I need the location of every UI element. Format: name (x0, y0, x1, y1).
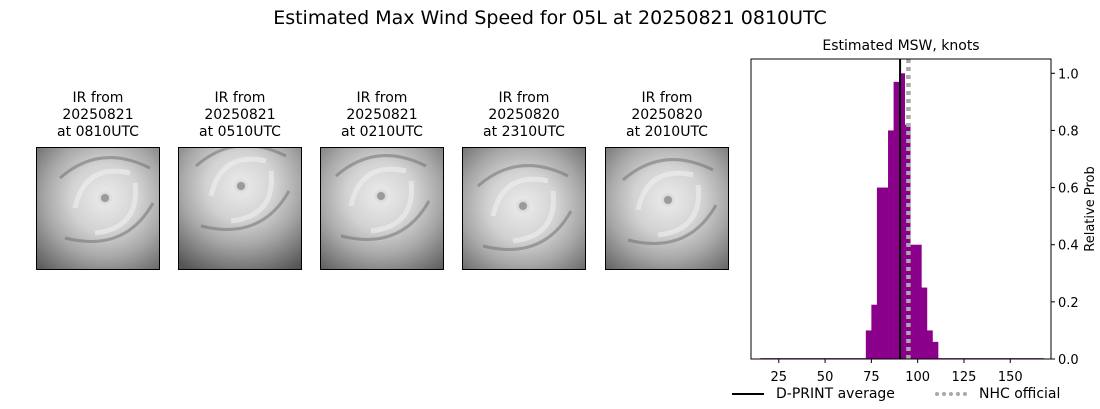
ir-panel-title-line: at 2310UTC (483, 124, 565, 140)
x-tick-label: 75 (863, 370, 880, 385)
histogram-bar (921, 287, 928, 359)
ir-panel-title-line: IR from (72, 90, 124, 106)
ir-panel-title-line: 20250821 (346, 107, 418, 123)
ir-panel-title-line: IR from (498, 90, 550, 106)
legend-swatch-solid-line (732, 393, 764, 395)
ir-panel-title-line: at 0810UTC (57, 124, 139, 140)
y-tick-label: 0.4 (1058, 239, 1079, 254)
y-tick-label: 0.2 (1058, 296, 1079, 311)
ir-panel-title: IR from 20250820 at 2010UTC (597, 90, 737, 141)
ir-panel-title-line: IR from (214, 90, 266, 106)
ir-panel-title-line: 20250820 (488, 107, 560, 123)
y-tick-label: 0.6 (1058, 182, 1079, 197)
histogram-bar (888, 130, 894, 359)
x-tick-label: 25 (771, 370, 788, 385)
satellite-ir-image (178, 147, 302, 270)
histogram-bar (899, 73, 906, 360)
histogram-bar (932, 341, 939, 359)
legend-label-nhc: NHC official (979, 386, 1061, 402)
legend-swatch-dotted-line (935, 392, 967, 396)
satellite-ir-image (320, 147, 444, 270)
ir-panel-title: IR from 20250821 at 0510UTC (170, 90, 310, 141)
histogram-bar (871, 304, 878, 359)
satellite-ir-image (462, 147, 586, 270)
histogram-bar (893, 81, 900, 359)
ir-panel-title-line: 20250821 (62, 107, 134, 123)
x-tick-label: 100 (905, 370, 930, 385)
ir-panel-title: IR from 20250821 at 0210UTC (312, 90, 452, 141)
ir-panel-title-line: IR from (356, 90, 408, 106)
plot-frame (750, 58, 1052, 360)
ir-panel-title: IR from 20250821 at 0810UTC (28, 90, 168, 141)
figure-title: Estimated Max Wind Speed for 05L at 2025… (273, 7, 827, 29)
histogram-bar (876, 187, 883, 359)
histogram-bar (910, 244, 917, 359)
histogram-bar (926, 330, 933, 359)
x-tick-label: 150 (998, 370, 1023, 385)
histogram-bar (904, 124, 911, 359)
y-tick-label: 0.0 (1058, 353, 1079, 368)
ir-panel-title-line: 20250820 (631, 107, 703, 123)
legend-label-dprint: D-PRINT average (776, 386, 895, 402)
satellite-ir-image (36, 147, 160, 270)
histogram-bar (915, 244, 922, 359)
satellite-ir-image (605, 147, 729, 270)
histogram-bar (882, 187, 889, 359)
y-tick-label: 0.8 (1058, 124, 1079, 139)
x-tick-label: 125 (952, 370, 977, 385)
ir-panel-title-line: 20250821 (204, 107, 276, 123)
ir-panel-title-line: at 2010UTC (626, 124, 708, 140)
y-tick-label: 1.0 (1058, 67, 1079, 82)
x-tick-label: 50 (817, 370, 834, 385)
histogram-bar (865, 330, 872, 359)
y-axis-label: Relative Prob (1083, 166, 1098, 251)
legend-item-nhc: NHC official (935, 386, 1060, 402)
ir-panel-title: IR from 20250820 at 2310UTC (454, 90, 594, 141)
legend-item-dprint: D-PRINT average (732, 386, 895, 402)
chart-title: Estimated MSW, knots (822, 38, 979, 54)
ir-panel-title-line: IR from (641, 90, 693, 106)
ir-panel-title-line: at 0510UTC (199, 124, 281, 140)
ir-panel-title-line: at 0210UTC (341, 124, 423, 140)
